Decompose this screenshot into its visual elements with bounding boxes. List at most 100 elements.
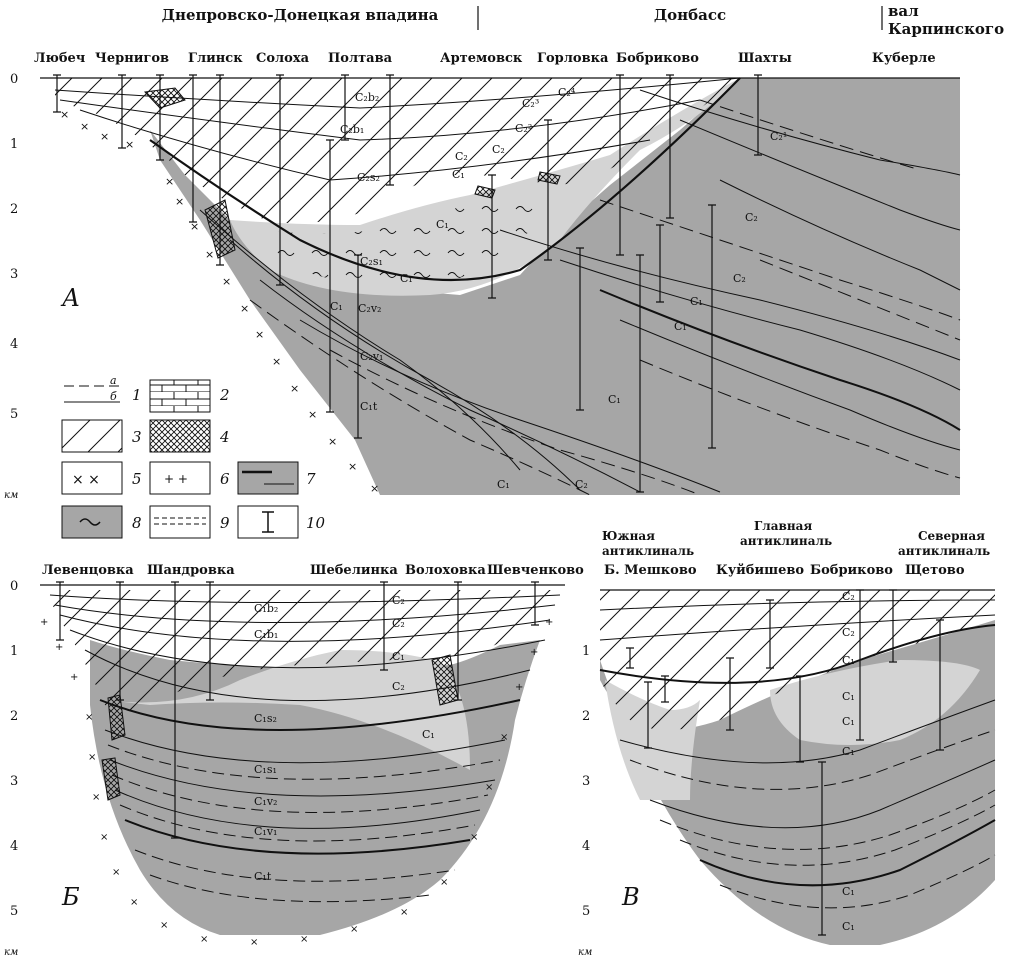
legend-sub-b: б [110, 390, 117, 403]
legend-sub-a: а [110, 374, 117, 387]
svg-text:×: × [308, 408, 317, 421]
basement-b: + + + × × × × × × × × × × × × × × × × + + + [40, 617, 553, 948]
hatched-upper-wedge [55, 78, 740, 224]
strata-label: C₁ [842, 690, 855, 703]
strata-label: C₁ [842, 885, 855, 898]
strata-label: C₂b₂ [355, 91, 379, 104]
depth-unit: км [4, 490, 18, 501]
strata-label: C₁ [690, 295, 703, 308]
legend-number: 4 [219, 428, 230, 446]
depth-tick: 1 [10, 137, 18, 152]
strata-label: C₁s₂ [254, 712, 277, 725]
locality-label: Шебелинка [310, 563, 398, 578]
cross-lens [101, 757, 121, 801]
strata-labels-v: C₂ C₂ C₁ C₁ C₁ C₁ C₁ C₁ [842, 590, 855, 933]
svg-text:×: × [328, 435, 337, 448]
localities-b: Левенцовка Шандровка Шебелинка Волоховка… [42, 563, 584, 578]
strata-label: C₁t [254, 870, 272, 883]
svg-text:×: × [350, 924, 358, 935]
depth-axis-b: 0 1 2 3 4 5 км [4, 579, 18, 957]
basement-crosses-a: ×××× ×××× ×××× ×××× × [60, 108, 379, 495]
depth-tick: 4 [10, 337, 18, 352]
strata-label: C₂s₁ [360, 255, 383, 268]
svg-text:+: + [530, 647, 538, 658]
strata-label: C₁ [497, 478, 510, 491]
cross-lens [143, 87, 186, 109]
localities-a: Любеч Чернигов Глинск Солоха Полтава Арт… [34, 51, 936, 66]
depth-tick: 3 [10, 774, 18, 789]
anticline-south-line2: антиклиналь [602, 544, 694, 558]
strata-label: C₁ [436, 218, 449, 231]
svg-text:×: × [85, 712, 93, 723]
legend-number: 1 [132, 386, 142, 404]
boreholes-v [626, 589, 944, 936]
depth-tick: 4 [10, 839, 18, 854]
legend-swatch-5 [61, 461, 123, 495]
strata-label: C₂v₁ [360, 350, 383, 363]
strata-label: C₁ [392, 650, 405, 663]
strata-label: C₂b₁ [340, 123, 364, 136]
locality-label: Полтава [328, 51, 393, 66]
locality-label: Любеч [34, 51, 86, 66]
svg-text:×: × [100, 130, 109, 143]
depth-tick: 1 [582, 644, 590, 659]
legend-swatch-3 [61, 419, 123, 453]
svg-text:+: + [70, 672, 78, 683]
section-a: ×××× ×××× ×××× ×××× × [4, 51, 961, 501]
legend-number: 5 [132, 470, 142, 488]
strata-label: C₂v₂ [358, 302, 381, 315]
svg-text:×: × [205, 248, 214, 261]
panel-letter-b: Б [61, 883, 80, 911]
locality-label: Левенцовка [42, 563, 134, 578]
locality-label: Глинск [188, 51, 243, 66]
locality-label: Куберле [872, 51, 936, 66]
svg-text:×: × [130, 897, 138, 908]
strata-label: C₂ [575, 478, 588, 491]
legend-swatch-8 [61, 505, 123, 539]
depth-tick: 3 [10, 267, 18, 282]
depth-tick: 2 [10, 709, 18, 724]
figure-header: Днепровско-Донецкая впадина Донбасс вал … [162, 2, 1004, 38]
strata-labels-a: C₂b₂ C₂b₁ C₂s₂ C₁ C₁ C₂⁴ C₂³ C₂² C₂ C₂¹ … [330, 86, 787, 491]
locality-label: Горловка [537, 51, 609, 66]
legend-number: 3 [132, 428, 142, 446]
cross-lens [107, 694, 126, 741]
svg-text:×: × [160, 920, 168, 931]
strata-label: C₂ [745, 211, 758, 224]
svg-text:×: × [290, 382, 299, 395]
section-v: 1 2 3 4 5 км Южная антиклиналь Главная а… [578, 519, 996, 957]
legend-swatch-9 [149, 505, 211, 539]
stratal-lines-a [54, 77, 961, 493]
cross-lens [537, 171, 561, 185]
legend-number: 10 [306, 514, 326, 532]
svg-text:×: × [190, 220, 199, 233]
panel-letter-v: В [621, 883, 640, 911]
depth-tick: 5 [10, 407, 18, 422]
svg-text:×: × [348, 460, 357, 473]
strata-label: C₁ [400, 272, 413, 285]
depth-axis-v: 1 2 3 4 5 км [578, 644, 592, 957]
strata-label: C₁ [842, 715, 855, 728]
depth-tick: 0 [10, 72, 18, 87]
region-dnieper-donets: Днепровско-Донецкая впадина [162, 6, 439, 24]
legend-swatch-6 [149, 461, 211, 495]
svg-text:×: × [112, 867, 120, 878]
locality-label: Солоха [256, 51, 310, 66]
svg-text:×: × [485, 782, 493, 793]
locality-label: Б. Мешково [604, 563, 697, 578]
strata-label: C₁ [842, 745, 855, 758]
strata-label: C₂ [392, 617, 405, 630]
strata-label: C₁b₁ [254, 628, 278, 641]
strata-label: C₂ [842, 590, 855, 603]
locality-label: Чернигов [95, 51, 169, 66]
depth-tick: 0 [10, 579, 18, 594]
strata-label: C₂³ [522, 97, 539, 110]
svg-text:×: × [165, 175, 174, 188]
svg-text:×: × [500, 732, 508, 743]
wavy-fill [270, 190, 560, 286]
svg-text:×: × [250, 937, 258, 948]
svg-text:+: + [545, 617, 553, 628]
depth-tick: 2 [582, 709, 590, 724]
svg-text:×: × [125, 138, 134, 151]
